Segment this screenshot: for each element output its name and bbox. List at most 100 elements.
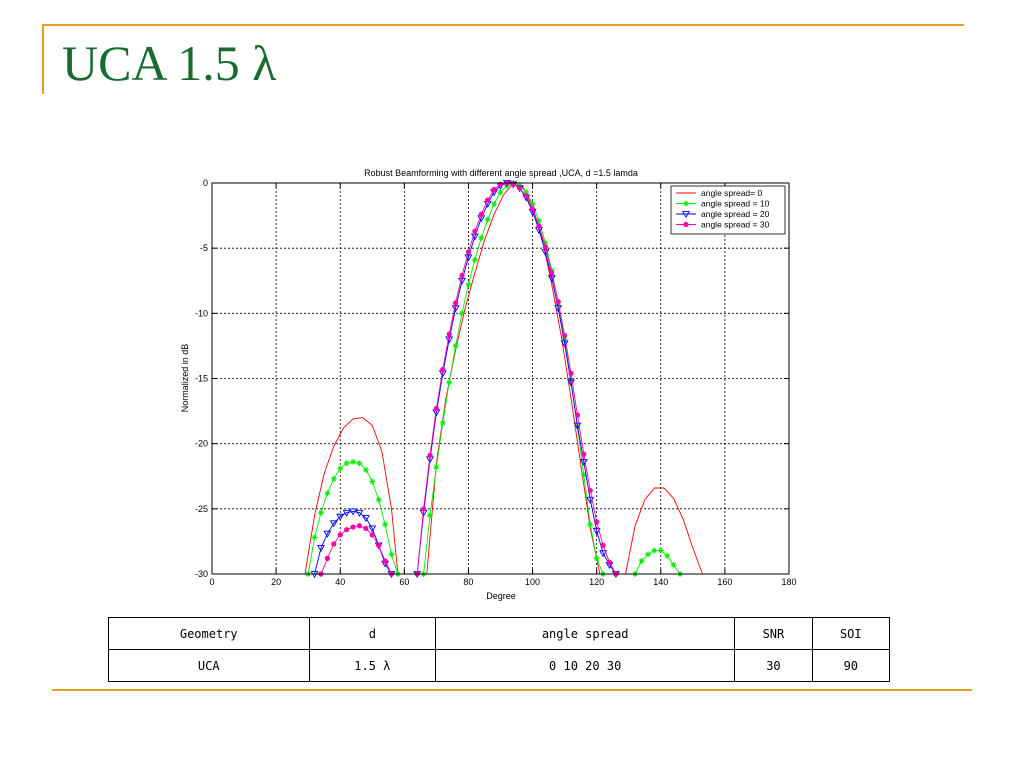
data-point-dot <box>523 193 529 199</box>
data-point-star <box>670 561 677 568</box>
data-point-triangle <box>323 530 332 538</box>
data-point-triangle <box>682 211 690 219</box>
y-tick-label: -30 <box>195 569 208 579</box>
x-tick-label: 100 <box>525 577 540 587</box>
axes-layer: 0 20 40 60 80 100 120 140 160 180 0 -5 -10 -15 -20 -25 -… <box>195 178 797 587</box>
data-point-dot <box>497 181 504 187</box>
x-tick-label: 140 <box>653 577 668 587</box>
data-point-star <box>644 551 651 558</box>
data-point-star <box>587 521 594 528</box>
data-point-triangle <box>599 550 608 558</box>
data-point-dot <box>440 366 446 372</box>
table-header-cell: d <box>308 617 437 650</box>
y-tick-label: -5 <box>200 243 208 253</box>
data-point-dot <box>587 487 593 494</box>
y-tick-label: -20 <box>195 439 208 449</box>
data-point-star <box>561 336 568 343</box>
data-point-dot <box>478 211 484 217</box>
x-tick-label: 20 <box>271 577 281 587</box>
data-point-dot <box>344 527 350 533</box>
x-tick-label: 40 <box>335 577 345 587</box>
data-point-dot <box>465 249 472 255</box>
data-point-dot <box>568 370 574 376</box>
x-tick-label: 160 <box>717 577 732 587</box>
data-point-triangle <box>317 545 325 553</box>
table-cell: UCA <box>108 649 310 682</box>
data-point-triangle <box>329 520 338 528</box>
data-point-dot <box>376 542 382 548</box>
slide-title: UCA 1.5 λ <box>62 35 277 91</box>
data-point-star <box>497 189 504 196</box>
data-point-star <box>471 256 478 263</box>
table-header-cell: SNR <box>734 617 813 650</box>
data-point-triangle <box>355 509 364 517</box>
data-point-dot <box>382 558 388 564</box>
data-point-star <box>478 234 485 241</box>
data-point-dot <box>536 223 542 229</box>
table-cell: 30 <box>734 649 813 682</box>
data-point-dot <box>337 532 343 538</box>
legend-label: angle spread = 10 <box>701 199 770 209</box>
data-point-dot <box>600 542 606 548</box>
parameters-table: Geometry d angle spread SNR SOI UCA 1.5 … <box>108 617 891 682</box>
data-point-dot <box>529 206 536 212</box>
y-tick-label: -25 <box>195 504 208 514</box>
x-tick-label: 120 <box>589 577 604 587</box>
data-point-star <box>484 216 491 223</box>
legend-label: angle spread = 20 <box>701 209 770 219</box>
data-point-star <box>542 239 549 246</box>
table-header-row: Geometry d angle spread SNR SOI <box>108 617 891 650</box>
series-line <box>625 487 703 575</box>
data-point-star <box>452 342 459 349</box>
data-point-star <box>523 189 530 196</box>
table-header-cell: Geometry <box>108 617 310 650</box>
bottom-rule <box>52 689 972 691</box>
data-point-star <box>330 475 337 482</box>
data-point-star <box>382 521 389 528</box>
data-point-star <box>337 465 344 472</box>
data-point-dot <box>549 270 555 276</box>
grid-layer <box>212 183 789 574</box>
series-line <box>320 525 392 575</box>
title-left-rule <box>42 24 44 94</box>
data-point-dot <box>350 524 356 530</box>
data-point-triangle <box>336 513 345 521</box>
data-point-star <box>356 460 363 467</box>
data-point-dot <box>683 221 689 228</box>
data-point-star <box>362 466 369 473</box>
data-point-dot <box>510 181 516 187</box>
data-point-star <box>638 557 645 564</box>
data-point-star <box>491 200 498 207</box>
data-point-dot <box>363 525 369 531</box>
data-point-star <box>311 534 318 541</box>
table-header-cell: SOI <box>811 617 891 650</box>
series-line <box>307 461 399 575</box>
beam-pattern-chart: Robust Beamforming with different angle … <box>180 168 797 601</box>
legend-item: angle spread= 0 <box>676 188 762 198</box>
table-cell: 0 10 20 30 <box>435 649 736 682</box>
x-tick-label: 180 <box>781 577 796 587</box>
data-point-dot <box>331 541 337 547</box>
data-point-star <box>529 200 536 207</box>
data-point-triangle <box>342 509 351 517</box>
data-point-star <box>439 419 446 426</box>
data-point-star <box>459 310 466 317</box>
series-line <box>304 417 399 575</box>
x-tick-label: 0 <box>209 577 214 587</box>
x-axis-label: Degree <box>486 591 516 601</box>
data-point-star <box>651 547 658 554</box>
series-line <box>416 182 617 575</box>
data-point-dot <box>427 452 433 458</box>
data-point-dot <box>324 555 330 561</box>
chart-title: Robust Beamforming with different angle … <box>364 168 638 178</box>
legend-item: angle spread = 20 <box>676 209 770 219</box>
data-point-star <box>657 547 664 554</box>
data-point-star <box>664 552 671 559</box>
data-point-star <box>580 471 587 478</box>
x-tick-label: 60 <box>399 577 409 587</box>
y-tick-label: -15 <box>195 374 208 384</box>
data-point-star <box>324 490 331 497</box>
data-point-dot <box>485 197 491 203</box>
y-tick-label: 0 <box>203 178 208 188</box>
series-layer <box>304 180 703 579</box>
